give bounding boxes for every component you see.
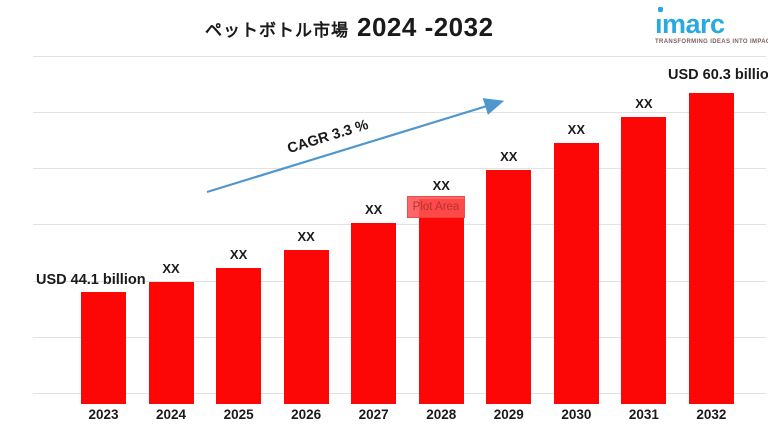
gridline bbox=[33, 112, 766, 113]
axis-label-2029: 2029 bbox=[493, 407, 524, 422]
bar-2029 bbox=[486, 170, 532, 404]
bar-value-label-2026: XX bbox=[297, 229, 315, 244]
bar-value-label-2027: XX bbox=[365, 202, 383, 217]
gridline bbox=[33, 56, 766, 57]
gridline bbox=[33, 281, 766, 282]
axis-label-2024: 2024 bbox=[156, 407, 187, 422]
bar-2030 bbox=[553, 143, 599, 404]
bar-2027 bbox=[351, 223, 397, 404]
bar-2031 bbox=[621, 117, 667, 404]
page-title-japanese: ペットボトル市場 bbox=[205, 21, 349, 40]
axis-label-2032: 2032 bbox=[696, 407, 727, 422]
gridline bbox=[33, 224, 766, 225]
logo-i-dot-icon bbox=[658, 7, 663, 12]
imarc-logo: ımarc TRANSFORMING IDEAS INTO IMPACT bbox=[655, 7, 768, 45]
axis-label-2026: 2026 bbox=[291, 407, 322, 422]
start-value-label: USD 44.1 billion bbox=[36, 272, 146, 288]
bar-value-label-2028: XX bbox=[432, 178, 450, 193]
axis-label-2027: 2027 bbox=[358, 407, 389, 422]
logo-text: ımarc bbox=[655, 9, 725, 39]
axis-label-2023: 2023 bbox=[88, 407, 119, 422]
bar-2025 bbox=[216, 268, 262, 404]
bar-value-label-2031: XX bbox=[635, 96, 653, 111]
bar-value-label-2024: XX bbox=[162, 261, 180, 276]
axis-label-2030: 2030 bbox=[561, 407, 592, 422]
bar-2024 bbox=[148, 282, 194, 404]
gridline bbox=[33, 393, 766, 394]
bar-value-label-2030: XX bbox=[567, 122, 586, 137]
bar-2032 bbox=[688, 93, 734, 404]
plot-area-tooltip: Plot Area bbox=[407, 196, 465, 218]
end-value-label: USD 60.3 billion bbox=[668, 67, 768, 83]
axis-label-2031: 2031 bbox=[628, 407, 659, 422]
axis-label-2025: 2025 bbox=[223, 407, 254, 422]
bar-2028 bbox=[418, 199, 464, 404]
bar-2026 bbox=[283, 250, 329, 404]
gridline bbox=[33, 337, 766, 338]
bar-value-label-2025: XX bbox=[229, 247, 248, 262]
imarc-logo-tagline: TRANSFORMING IDEAS INTO IMPACT bbox=[655, 39, 768, 45]
page-title-year-range: 2024 -2032 bbox=[357, 12, 494, 42]
imarc-logo-wordmark: ımarc bbox=[655, 7, 725, 39]
bar-2023 bbox=[81, 292, 126, 404]
page-title: ペットボトル市場 2024 -2032 bbox=[205, 12, 494, 43]
cagr-label: CAGR 3.3 % bbox=[285, 116, 371, 158]
axis-label-2028: 2028 bbox=[426, 407, 457, 422]
bar-value-label-2029: XX bbox=[500, 149, 518, 164]
